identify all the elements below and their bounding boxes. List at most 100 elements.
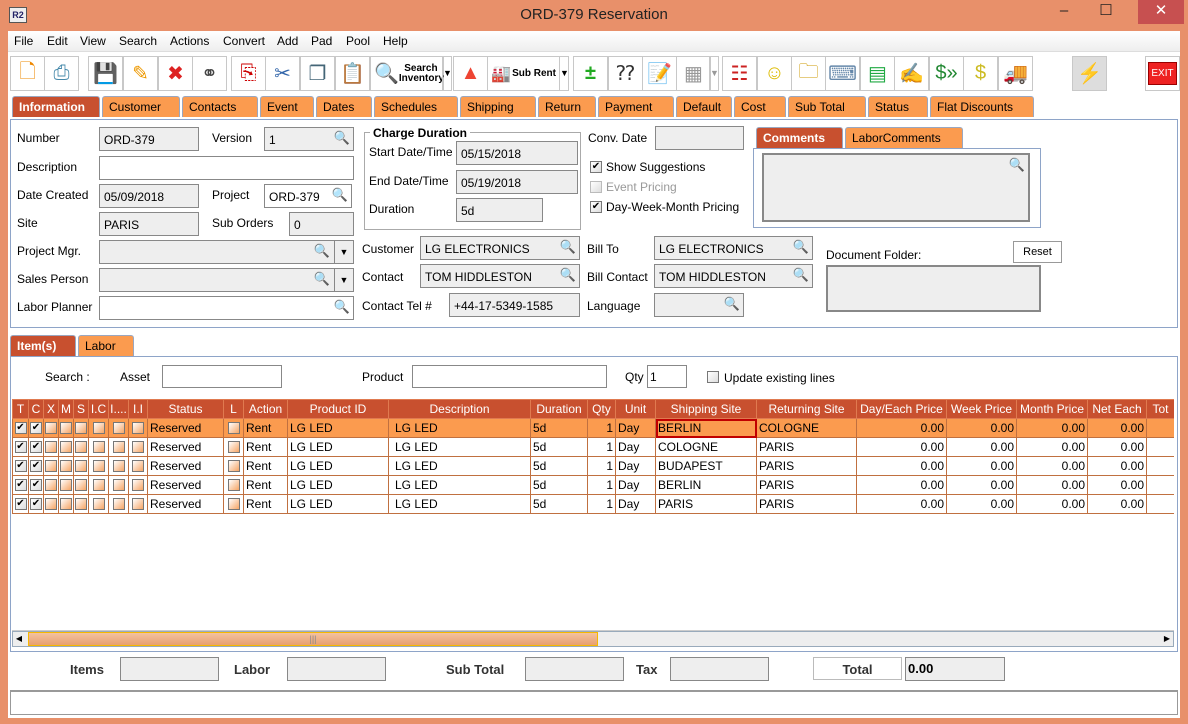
delete-icon[interactable]: ✖ bbox=[158, 56, 193, 91]
edit-pencil-icon[interactable]: ✎ bbox=[123, 56, 158, 91]
cell-description[interactable]: LG LED bbox=[388, 418, 531, 438]
tab-contacts[interactable]: Contacts bbox=[182, 96, 258, 117]
cell-week[interactable]: 0.00 bbox=[946, 437, 1017, 457]
date-created-field[interactable]: 05/09/2018 bbox=[99, 184, 199, 208]
row-checkbox[interactable] bbox=[60, 422, 72, 434]
column-header[interactable]: Returning Site bbox=[756, 399, 857, 419]
maximize-button[interactable]: ☐ bbox=[1099, 2, 1113, 19]
tab-comments[interactable]: Comments bbox=[756, 127, 843, 148]
table-row[interactable]: ✔ ✔ Reserved Rent LG LED LG LED 5d 1 Day BERLIN CO… bbox=[12, 418, 1174, 438]
search-icon[interactable]: 🔍 bbox=[333, 299, 350, 314]
column-header[interactable]: C bbox=[28, 399, 44, 419]
cell-description[interactable]: LG LED bbox=[388, 437, 531, 457]
tab-sub-total[interactable]: Sub Total bbox=[788, 96, 866, 117]
row-checkbox[interactable]: ✔ bbox=[14, 498, 27, 510]
calendar-dropdown[interactable]: ▼ bbox=[709, 56, 719, 91]
scrollbar-thumb[interactable]: ||| bbox=[28, 632, 598, 646]
minimize-button[interactable]: – bbox=[1059, 2, 1069, 19]
contact-tel-field[interactable]: +44-17-5349-1585 bbox=[449, 293, 580, 317]
duration-field[interactable]: 5d bbox=[456, 198, 543, 222]
menu-search[interactable]: Search bbox=[119, 34, 158, 48]
cell-week[interactable]: 0.00 bbox=[946, 456, 1017, 476]
lightning-icon[interactable]: ⚡ bbox=[1072, 56, 1107, 91]
row-checkbox[interactable] bbox=[45, 498, 57, 510]
description-field[interactable] bbox=[99, 156, 354, 180]
table-row[interactable]: ✔ ✔ Reserved Rent LG LED LG LED 5d 1 Day COLOGNE P… bbox=[12, 437, 1174, 457]
row-checkbox[interactable] bbox=[132, 422, 144, 434]
product-input[interactable] bbox=[412, 365, 607, 388]
cell-duration[interactable]: 5d bbox=[530, 418, 588, 438]
search-icon[interactable]: 🔍 bbox=[792, 267, 809, 282]
cell-returning[interactable]: COLOGNE bbox=[756, 418, 857, 438]
sales-person-select[interactable]: 🔍 ▼ bbox=[99, 268, 354, 292]
cell-week[interactable]: 0.00 bbox=[946, 418, 1017, 438]
row-checkbox[interactable] bbox=[132, 441, 144, 453]
number-field[interactable]: ORD-379 bbox=[99, 127, 199, 151]
column-header[interactable]: L bbox=[223, 399, 244, 419]
row-total-cell[interactable] bbox=[1146, 418, 1174, 438]
row-checkbox[interactable] bbox=[45, 422, 57, 434]
cell-unit[interactable]: Day bbox=[615, 437, 656, 457]
cell-day[interactable]: 0.00 bbox=[856, 494, 947, 514]
balls-question-icon[interactable]: ⁇ bbox=[608, 56, 643, 91]
exit-button[interactable]: EXIT bbox=[1145, 56, 1180, 91]
row-checkbox[interactable]: ✔ bbox=[30, 498, 42, 510]
dwm-pricing-checkbox[interactable]: ✔ bbox=[590, 201, 602, 213]
cell-shipping[interactable]: PARIS bbox=[655, 494, 757, 514]
cell-product-id[interactable]: LG LED bbox=[287, 494, 389, 514]
copy-document-icon[interactable]: ⎘ bbox=[231, 56, 266, 91]
column-header[interactable]: Net Each bbox=[1087, 399, 1147, 419]
tab-cost[interactable]: Cost bbox=[734, 96, 786, 117]
cell-action[interactable]: Rent bbox=[243, 475, 288, 495]
table-row[interactable]: ✔ ✔ Reserved Rent LG LED LG LED 5d 1 Day BUDAPEST… bbox=[12, 456, 1174, 476]
menu-file[interactable]: File bbox=[14, 34, 34, 48]
bill-contact-field[interactable]: TOM HIDDLESTON 🔍 bbox=[654, 264, 813, 288]
cell-shipping[interactable]: COLOGNE bbox=[655, 437, 757, 457]
menu-help[interactable]: Help bbox=[383, 34, 408, 48]
row-checkbox[interactable] bbox=[60, 479, 72, 491]
column-header[interactable]: Month Price bbox=[1016, 399, 1088, 419]
tab-return[interactable]: Return bbox=[538, 96, 596, 117]
hierarchy-icon[interactable]: ☷ bbox=[722, 56, 757, 91]
cell-week[interactable]: 0.00 bbox=[946, 475, 1017, 495]
document-folder-box[interactable] bbox=[826, 265, 1041, 312]
row-total-cell[interactable] bbox=[1146, 494, 1174, 514]
row-checkbox[interactable] bbox=[112, 441, 125, 453]
smiley-icon[interactable]: ☺ bbox=[757, 56, 792, 91]
column-header[interactable]: Action bbox=[243, 399, 288, 419]
menu-convert[interactable]: Convert bbox=[223, 34, 266, 48]
row-l-cell[interactable] bbox=[223, 456, 244, 476]
row-l-cell[interactable] bbox=[223, 418, 244, 438]
cell-month[interactable]: 0.00 bbox=[1016, 456, 1088, 476]
row-checkbox[interactable] bbox=[60, 498, 72, 510]
tab-shipping[interactable]: Shipping bbox=[460, 96, 536, 117]
row-total-cell[interactable] bbox=[1146, 437, 1174, 457]
search-icon[interactable]: 🔍 bbox=[313, 243, 330, 258]
column-header[interactable]: Unit bbox=[615, 399, 656, 419]
search-icon[interactable]: 🔍 bbox=[559, 239, 576, 254]
row-checkbox[interactable] bbox=[112, 498, 125, 510]
cell-day[interactable]: 0.00 bbox=[856, 475, 947, 495]
menu-edit[interactable]: Edit bbox=[47, 34, 68, 48]
tab-labor[interactable]: Labor bbox=[78, 335, 134, 356]
cell-day[interactable]: 0.00 bbox=[856, 418, 947, 438]
row-checkbox[interactable] bbox=[132, 479, 144, 491]
comments-textarea[interactable]: 🔍 bbox=[762, 153, 1030, 222]
cell-returning[interactable]: PARIS bbox=[756, 494, 857, 514]
tab-labor-comments[interactable]: LaborComments bbox=[845, 127, 963, 148]
sub-rent-dropdown[interactable]: ▼ bbox=[559, 56, 569, 91]
cell-duration[interactable]: 5d bbox=[530, 475, 588, 495]
row-checkbox[interactable] bbox=[60, 441, 72, 453]
contact-field[interactable]: TOM HIDDLESTON 🔍 bbox=[420, 264, 580, 288]
cell-day[interactable]: 0.00 bbox=[856, 456, 947, 476]
sub-orders-field[interactable]: 0 bbox=[289, 212, 354, 236]
column-header[interactable]: M bbox=[58, 399, 74, 419]
scroll-left-arrow[interactable]: ◀ bbox=[15, 634, 23, 643]
search-icon[interactable]: 🔍 bbox=[331, 187, 348, 202]
add-remove-icon[interactable]: ± bbox=[573, 56, 608, 91]
update-existing-lines-checkbox[interactable] bbox=[707, 371, 719, 383]
search-icon[interactable]: 🔍 bbox=[1008, 157, 1025, 172]
cell-returning[interactable]: PARIS bbox=[756, 456, 857, 476]
row-checkbox[interactable] bbox=[92, 460, 105, 472]
column-header[interactable]: Description bbox=[388, 399, 531, 419]
